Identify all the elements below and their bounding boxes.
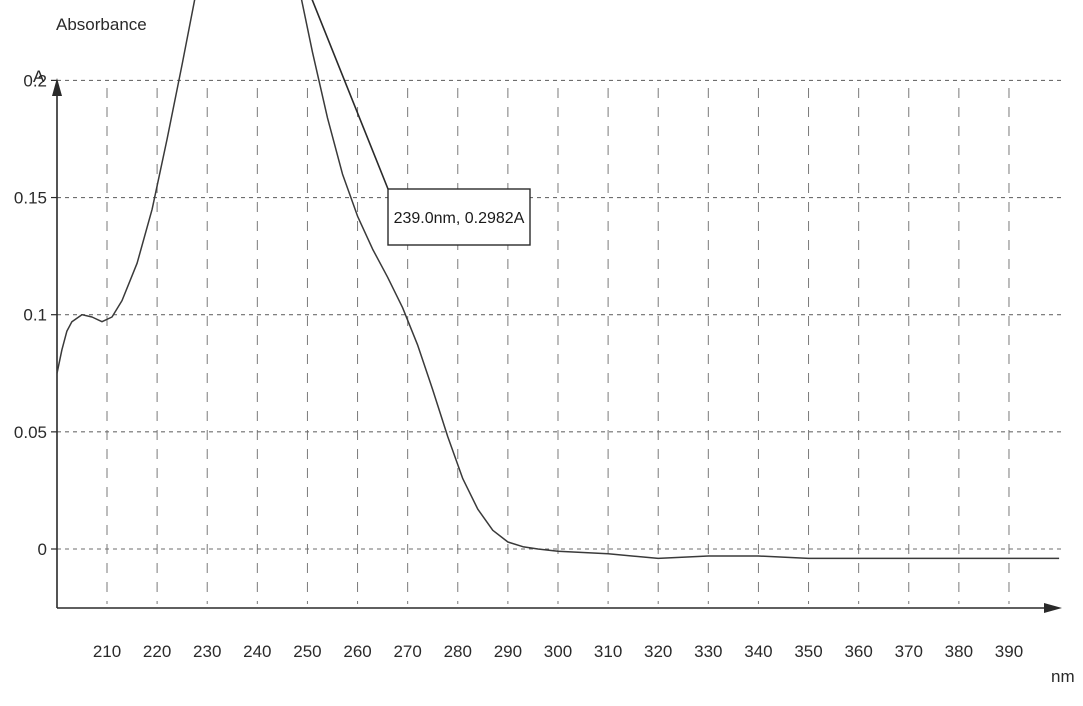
x-tick-label: 340 (744, 642, 772, 661)
y-tick-label: 0.05 (14, 423, 47, 442)
grid (57, 79, 1062, 604)
x-tick-label: 250 (293, 642, 321, 661)
x-tick-label: 380 (945, 642, 973, 661)
annotations: 239.0nm, 0.2982A (311, 0, 531, 246)
x-tick-label: 210 (93, 642, 121, 661)
y-tick-label: 0 (38, 540, 47, 559)
x-tick-label: 240 (243, 642, 271, 661)
x-tick-label: 300 (544, 642, 572, 661)
x-tick-label: 280 (444, 642, 472, 661)
y-axis-arrow-icon (52, 78, 62, 96)
series (56, 0, 1060, 560)
x-tick-label: 370 (895, 642, 923, 661)
x-tick-label: 260 (343, 642, 371, 661)
x-tick-label: 230 (193, 642, 221, 661)
x-tick-label: 320 (644, 642, 672, 661)
x-tick-label: 270 (393, 642, 421, 661)
x-tick-label: 290 (494, 642, 522, 661)
x-axis-unit: nm (1051, 667, 1075, 686)
annotation-leader (311, 0, 389, 190)
annotation-label: 239.0nm, 0.2982A (394, 210, 525, 227)
x-tick-label: 360 (844, 642, 872, 661)
y-axis-unit: A (33, 67, 45, 86)
x-axis-arrow-icon (1044, 603, 1062, 613)
tick-labels: 210 220 230 240 250 260 270 280 290 300 310 320 330 3… (14, 71, 1023, 661)
x-tick-label: 350 (794, 642, 822, 661)
x-tick-label: 310 (594, 642, 622, 661)
y-tick-label: 0.2 (23, 71, 47, 90)
spectrum-line (56, 0, 1060, 560)
y-axis-title: Absorbance (56, 15, 147, 34)
x-tick-label: 330 (694, 642, 722, 661)
x-tick-label: 220 (143, 642, 171, 661)
y-tick-label: 0.15 (14, 189, 47, 208)
axes (52, 78, 1062, 613)
x-tick-label: 390 (995, 642, 1023, 661)
annotation-box (387, 188, 531, 246)
y-tick-label: 0.1 (23, 306, 47, 325)
